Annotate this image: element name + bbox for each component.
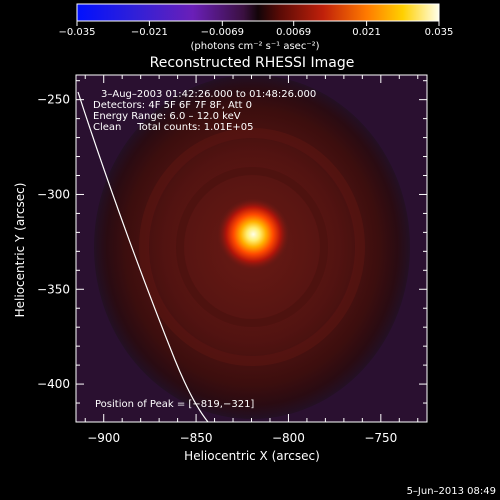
colorbar-tick-label: −0.0069	[201, 27, 244, 38]
y-tick-label: −250	[37, 93, 70, 107]
colorbar-ticks: −0.035 −0.021 −0.0069 0.0069 0.021 0.035	[58, 21, 453, 38]
y-tick-label: −300	[37, 187, 70, 201]
y-axis: −250 −300 −350 −400	[37, 80, 427, 423]
colorbar-tick-label: 0.035	[425, 27, 454, 38]
x-axis: −900 −850 −800 −750	[84, 75, 419, 445]
x-tick-label: −900	[87, 431, 120, 445]
annotation-time-range: 3–Aug–2003 01:42:26.000 to 01:48:26.000	[101, 89, 316, 100]
colorbar-tick-label: 0.021	[352, 27, 381, 38]
x-tick-label: −750	[364, 431, 397, 445]
colorbar-tick-label: 0.0069	[276, 27, 311, 38]
y-axis-label: Heliocentric Y (arcsec)	[13, 183, 27, 318]
annotation-peak-position: Position of Peak = [−819,−321]	[95, 399, 254, 410]
image-area	[76, 75, 427, 422]
colorbar-units-label: (photons cm⁻² s⁻¹ asec⁻²)	[190, 41, 319, 52]
y-tick-label: −400	[37, 377, 70, 391]
date-stamp: 5–Jun–2013 08:49	[407, 486, 496, 497]
annotation-clean-counts: Clean Total counts: 1.01E+05	[93, 122, 253, 133]
colorbar-tick-label: −0.035	[58, 27, 95, 38]
annotation-energy-range: Energy Range: 6.0 – 12.0 keV	[93, 111, 241, 122]
solar-limb-line	[77, 91, 209, 422]
chart-title: Reconstructed RHESSI Image	[150, 55, 355, 71]
annotation-detectors: Detectors: 4F 5F 6F 7F 8F, Att 0	[93, 100, 252, 111]
peak-source	[217, 198, 290, 271]
x-tick-label: −850	[180, 431, 213, 445]
colorbar	[76, 3, 440, 22]
y-tick-label: −350	[37, 282, 70, 296]
colorbar-tick-label: −0.021	[131, 27, 168, 38]
x-tick-label: −800	[272, 431, 305, 445]
x-axis-label: Heliocentric X (arcsec)	[184, 449, 320, 463]
